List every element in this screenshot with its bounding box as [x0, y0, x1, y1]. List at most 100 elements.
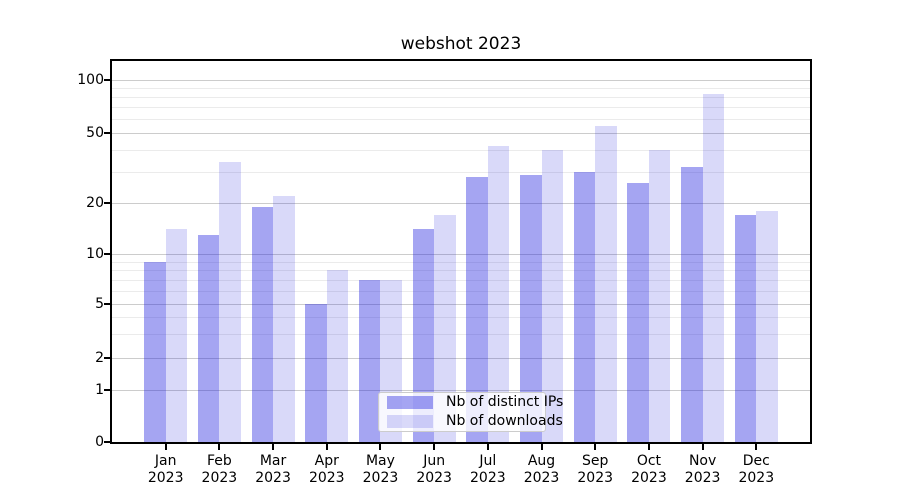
ytick-mark	[104, 357, 111, 359]
gridline-major-50	[112, 133, 810, 134]
ytick-label-100: 100	[77, 72, 104, 88]
xtick-year: 2023	[362, 470, 399, 486]
xtick-label-mar: Mar 2023	[245, 453, 301, 487]
xtick-month: Sep	[582, 453, 609, 469]
bar-downloads-jul	[487, 146, 510, 442]
xtick-month: Aug	[527, 453, 556, 469]
xtick-year: 2023	[631, 470, 667, 486]
xtick-month: Apr	[314, 453, 339, 469]
bar-downloads-mar	[273, 195, 295, 442]
bar-downloads-feb	[219, 162, 241, 442]
legend-label-distinct-ips: Nb of distinct IPs	[446, 394, 564, 410]
xtick-month: Oct	[636, 453, 662, 469]
gridline-major-5	[112, 304, 810, 305]
bar-distinct-ips-jun	[412, 229, 435, 442]
bar-downloads-sep	[595, 125, 617, 442]
ytick-label-5: 5	[95, 296, 104, 312]
ytick-label-20: 20	[86, 195, 104, 211]
xtick-label-apr: Apr 2023	[299, 453, 355, 487]
xtick-year: 2023	[577, 470, 614, 486]
gridline-minor-7	[112, 279, 810, 281]
gridline-major-100	[112, 80, 810, 81]
bar-distinct-ips-apr	[305, 304, 327, 442]
gridline-minor-3	[112, 334, 810, 336]
xtick-label-oct: Oct 2023	[621, 453, 677, 487]
xtick-month: Jan	[154, 453, 177, 469]
xtick-mark	[164, 444, 167, 450]
xtick-label-feb: Feb 2023	[191, 453, 247, 487]
ytick-label-0: 0	[95, 434, 104, 450]
xtick-year: 2023	[470, 470, 506, 486]
xtick-mark	[755, 444, 758, 450]
bar-distinct-ips-jan	[144, 261, 166, 442]
xtick-mark	[272, 444, 275, 450]
bar-downloads-oct	[648, 150, 671, 442]
gridline-minor-8	[112, 270, 810, 272]
xtick-label-jan: Jan 2023	[138, 453, 194, 487]
xtick-year: 2023	[201, 470, 238, 486]
xtick-mark	[647, 444, 650, 450]
xtick-mark	[433, 444, 436, 450]
bar-distinct-ips-jul	[466, 177, 488, 442]
bar-downloads-nov	[702, 94, 725, 442]
xtick-label-aug: Aug 2023	[514, 453, 570, 487]
legend-entry-distinct-ips: Nb of distinct IPs	[387, 395, 563, 410]
legend-entry-downloads: Nb of downloads	[387, 414, 563, 429]
ytick-mark	[104, 441, 111, 443]
xtick-mark	[379, 444, 382, 450]
legend: Nb of distinct IPs Nb of downloads	[378, 392, 563, 432]
xtick-mark	[701, 444, 704, 450]
xtick-label-dec: Dec 2023	[728, 453, 784, 487]
gridline-minor-40	[112, 150, 810, 152]
xtick-year: 2023	[255, 470, 291, 486]
bar-distinct-ips-aug	[520, 174, 542, 442]
xtick-year: 2023	[523, 470, 560, 486]
chart-title: webshot 2023	[400, 34, 522, 54]
xtick-year: 2023	[684, 470, 721, 486]
gridline-minor-6	[112, 290, 810, 292]
gridline-minor-70	[112, 107, 810, 109]
gridline-minor-30	[112, 172, 810, 174]
bar-distinct-ips-sep	[573, 172, 596, 442]
xtick-month: Mar	[259, 453, 287, 469]
bar-distinct-ips-nov	[681, 167, 703, 442]
gridline-major-1	[112, 390, 810, 391]
ytick-mark	[104, 79, 111, 81]
ytick-label-2: 2	[95, 350, 104, 366]
xtick-month: May	[365, 453, 395, 469]
gridline-major-10	[112, 254, 810, 255]
ytick-mark	[104, 132, 111, 134]
xtick-month: Nov	[688, 453, 717, 469]
xtick-month: Jun	[423, 453, 446, 469]
xtick-mark	[594, 444, 597, 450]
ytick-mark	[104, 389, 111, 391]
legend-swatch-distinct-ips	[387, 396, 433, 409]
bar-distinct-ips-may	[358, 279, 381, 442]
xtick-label-nov: Nov 2023	[675, 453, 731, 487]
legend-label-downloads: Nb of downloads	[446, 413, 563, 429]
gridline-minor-9	[112, 261, 810, 263]
bar-distinct-ips-dec	[734, 214, 757, 442]
ytick-mark	[104, 303, 111, 305]
xtick-year: 2023	[308, 470, 345, 486]
gridline-minor-80	[112, 97, 810, 99]
xtick-year: 2023	[738, 470, 775, 486]
ytick-label-1: 1	[95, 382, 104, 398]
gridline-minor-90	[112, 88, 810, 90]
bar-downloads-apr	[326, 270, 349, 442]
plot-area	[110, 59, 812, 444]
ytick-label-10: 10	[86, 246, 104, 262]
ytick-mark	[104, 253, 111, 255]
bar-downloads-jun	[434, 214, 456, 442]
xtick-mark	[218, 444, 221, 450]
xtick-month: Feb	[206, 453, 232, 469]
bar-distinct-ips-mar	[251, 206, 274, 442]
xtick-mark	[325, 444, 328, 450]
xtick-month: Dec	[742, 453, 770, 469]
xtick-year: 2023	[147, 470, 184, 486]
xtick-year: 2023	[416, 470, 452, 486]
xtick-label-jul: Jul 2023	[460, 453, 516, 487]
xtick-month: Jul	[479, 453, 497, 469]
ytick-label-50: 50	[86, 125, 104, 141]
xtick-label-jun: Jun 2023	[406, 453, 462, 487]
